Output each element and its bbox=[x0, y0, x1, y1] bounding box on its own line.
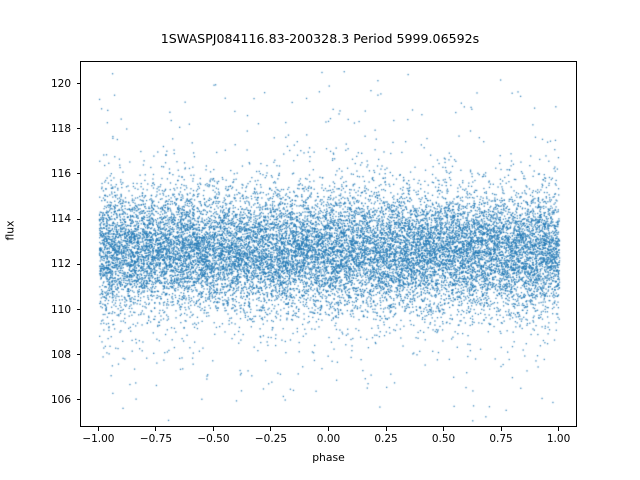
y-tick-mark bbox=[76, 128, 80, 130]
x-tick-label: −0.50 bbox=[197, 433, 230, 445]
x-tick-mark bbox=[328, 427, 329, 431]
x-tick-label: 0.00 bbox=[316, 433, 341, 445]
y-tick-label: 118 bbox=[50, 122, 71, 135]
y-tick-label: 116 bbox=[50, 167, 71, 180]
y-tick-mark bbox=[76, 218, 80, 220]
x-tick-label: 0.25 bbox=[374, 433, 398, 445]
x-tick-label: −0.25 bbox=[254, 433, 288, 445]
x-tick-mark bbox=[558, 427, 560, 431]
chart-title: 1SWASPJ084116.83-200328.3 Period 5999.06… bbox=[160, 31, 480, 46]
y-tick-label: 112 bbox=[50, 258, 71, 271]
x-tick-label: −1.00 bbox=[82, 433, 115, 445]
x-tick-mark bbox=[155, 427, 157, 431]
y-tick-mark bbox=[76, 173, 80, 175]
y-tick-mark bbox=[76, 83, 80, 85]
y-tick-label: 106 bbox=[50, 393, 71, 406]
y-tick-mark bbox=[76, 263, 80, 265]
y-tick-label: 120 bbox=[50, 77, 71, 90]
y-tick-label: 114 bbox=[50, 213, 71, 226]
x-tick-mark bbox=[385, 427, 387, 431]
x-tick-label: 1.00 bbox=[546, 433, 571, 445]
plot-axes-frame bbox=[80, 61, 577, 427]
scatter-plot-canvas bbox=[81, 62, 576, 426]
x-tick-mark bbox=[270, 427, 272, 431]
y-tick-label: 110 bbox=[50, 303, 71, 316]
x-axis-label: phase bbox=[312, 451, 345, 464]
y-tick-label: 108 bbox=[50, 348, 71, 361]
y-tick-mark bbox=[76, 354, 80, 356]
y-tick-mark bbox=[76, 399, 80, 401]
x-tick-mark bbox=[212, 427, 214, 431]
y-tick-mark bbox=[76, 309, 80, 311]
x-tick-mark bbox=[97, 427, 99, 431]
x-tick-label: 0.50 bbox=[431, 433, 456, 445]
x-tick-label: 0.75 bbox=[489, 433, 513, 445]
x-tick-label: −0.75 bbox=[139, 433, 173, 445]
y-axis-label: flux bbox=[3, 220, 17, 241]
x-tick-mark bbox=[500, 427, 502, 431]
x-tick-mark bbox=[443, 427, 445, 431]
